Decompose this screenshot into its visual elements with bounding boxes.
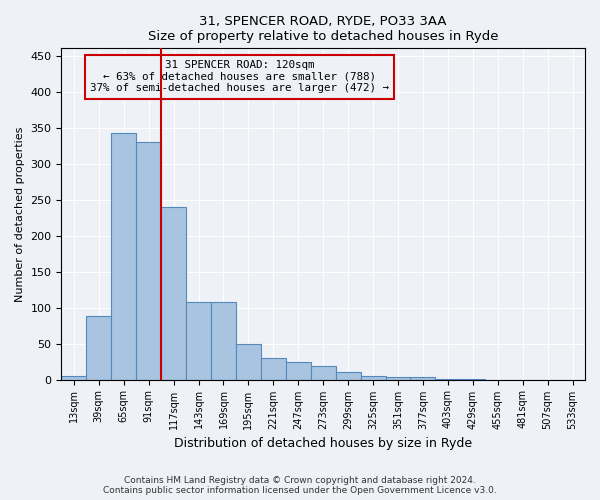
Text: 31 SPENCER ROAD: 120sqm
← 63% of detached houses are smaller (788)
37% of semi-d: 31 SPENCER ROAD: 120sqm ← 63% of detache… xyxy=(90,60,389,93)
Bar xyxy=(335,372,361,380)
Bar xyxy=(186,302,211,380)
Bar xyxy=(460,379,485,380)
Bar xyxy=(436,379,460,380)
Bar xyxy=(386,378,410,380)
Y-axis label: Number of detached properties: Number of detached properties xyxy=(15,126,25,302)
Bar xyxy=(136,142,161,380)
Bar xyxy=(286,362,311,380)
Bar xyxy=(61,376,86,380)
Bar xyxy=(236,344,261,380)
Bar xyxy=(410,378,436,380)
Bar xyxy=(361,376,386,380)
Bar xyxy=(161,207,186,380)
Text: Contains HM Land Registry data © Crown copyright and database right 2024.
Contai: Contains HM Land Registry data © Crown c… xyxy=(103,476,497,495)
Bar xyxy=(311,366,335,380)
Bar xyxy=(211,302,236,380)
X-axis label: Distribution of detached houses by size in Ryde: Distribution of detached houses by size … xyxy=(174,437,472,450)
Bar xyxy=(86,316,111,380)
Bar xyxy=(111,132,136,380)
Title: 31, SPENCER ROAD, RYDE, PO33 3AA
Size of property relative to detached houses in: 31, SPENCER ROAD, RYDE, PO33 3AA Size of… xyxy=(148,15,499,43)
Bar xyxy=(261,358,286,380)
